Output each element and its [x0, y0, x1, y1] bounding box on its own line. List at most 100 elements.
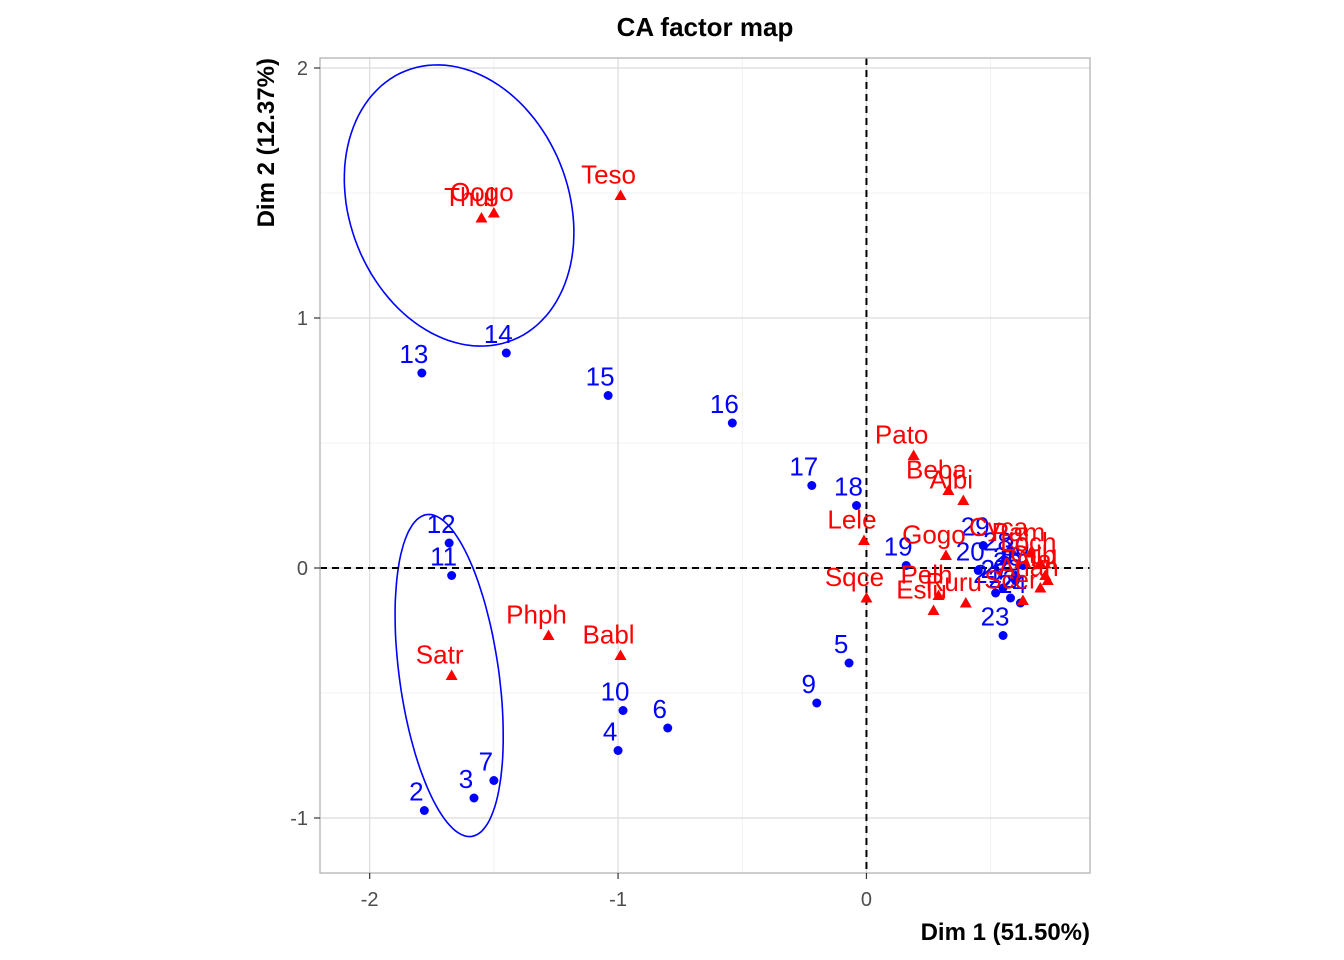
column-point — [959, 597, 972, 608]
row-point-label: 16 — [710, 389, 739, 419]
row-point-label: 17 — [789, 452, 818, 482]
row-point-label: 6 — [653, 694, 667, 724]
column-point — [857, 534, 870, 545]
x-tick-label: -2 — [361, 889, 379, 911]
column-point — [1034, 582, 1047, 593]
column-point-label: Ctlb — [1010, 540, 1056, 570]
column-point — [860, 592, 873, 603]
row-point-label: 18 — [834, 472, 863, 502]
column-point — [957, 494, 970, 505]
x-tick-label: -1 — [609, 889, 627, 911]
row-point — [852, 501, 862, 510]
row-point-label: 20 — [956, 537, 985, 567]
row-point-label: 3 — [459, 764, 473, 794]
row-point-label: 14 — [484, 319, 513, 349]
column-point-label: Lele — [827, 505, 876, 535]
column-point-label: Loch — [1000, 527, 1056, 557]
row-point-label: 2 — [409, 777, 423, 807]
column-point-label: Beba — [906, 455, 967, 485]
column-point-label: Cyca — [969, 512, 1029, 542]
y-tick-label: -1 — [290, 808, 308, 830]
row-point — [603, 391, 613, 400]
column-point — [614, 649, 627, 660]
row-point — [973, 566, 983, 575]
row-point-label: 29 — [961, 512, 990, 542]
column-point — [927, 604, 940, 615]
column-point — [614, 189, 627, 200]
column-point — [542, 629, 555, 640]
row-point-label: 12 — [427, 509, 456, 539]
row-point-label: 7 — [479, 747, 493, 777]
column-point-label: Pelh — [900, 560, 952, 590]
row-point — [998, 631, 1008, 640]
row-point-label: 28 — [983, 527, 1012, 557]
row-point-label: 13 — [399, 339, 428, 369]
row-point — [998, 583, 1008, 593]
column-point-label: Oogo — [450, 177, 514, 207]
column-point — [1004, 542, 1017, 553]
column-point-label: Teso — [581, 160, 636, 190]
column-point — [1024, 547, 1037, 558]
row-point — [618, 706, 628, 715]
column-point — [1039, 569, 1052, 580]
row-point-label: 25 — [993, 547, 1022, 577]
confidence-ellipse — [394, 513, 504, 838]
row-point-label: 26 — [993, 542, 1022, 572]
row-point — [991, 588, 1001, 598]
row-point-label: 15 — [586, 362, 615, 392]
row-point-label: 22 — [988, 564, 1017, 594]
row-point-label: 4 — [603, 717, 617, 747]
row-point — [419, 806, 429, 815]
row-point — [812, 698, 822, 708]
column-point-label: Thul — [444, 182, 495, 212]
x-tick-label: 0 — [861, 889, 872, 911]
column-point-label: Satr — [416, 640, 464, 670]
column-point-label: Anan — [998, 552, 1059, 582]
row-point-label: 19 — [884, 532, 913, 562]
row-point-label: 11 — [430, 542, 457, 572]
column-point — [942, 484, 955, 495]
row-point — [727, 418, 737, 428]
column-point-label: Pam — [992, 517, 1045, 547]
row-point — [807, 481, 817, 490]
row-point-label: 27 — [981, 554, 1010, 584]
column-point — [487, 207, 500, 218]
column-point-label: Pato — [875, 420, 929, 450]
column-point-label: Sqce — [825, 562, 884, 592]
column-point-label: Phph — [506, 600, 567, 630]
y-axis-label: Dim 2 (12.37%) — [253, 58, 280, 227]
column-point — [932, 589, 945, 600]
row-point — [663, 723, 673, 733]
row-point — [447, 571, 457, 580]
row-point-label: 10 — [601, 677, 630, 707]
row-point — [469, 793, 479, 803]
column-point-label: Scer — [984, 565, 1038, 595]
row-point-label: 24 — [998, 569, 1027, 599]
plot-panel-border — [319, 57, 1091, 874]
row-point-label: 21 — [973, 559, 1002, 589]
row-point — [1018, 561, 1028, 570]
grid — [320, 58, 1090, 873]
row-point — [1006, 593, 1016, 603]
column-point-label: Ruru — [926, 567, 982, 597]
y-tick-label: 1 — [297, 308, 308, 330]
column-point — [445, 669, 458, 680]
row-point — [844, 658, 854, 668]
y-tick-label: 2 — [297, 58, 308, 80]
row-point-label: 30 — [1000, 532, 1029, 562]
reference-lines — [320, 58, 1090, 873]
x-axis-label: Dim 1 (51.50%) — [921, 919, 1090, 946]
column-point-label: Eslu — [896, 575, 947, 605]
column-point-label: Babl — [583, 620, 635, 650]
row-point — [978, 541, 988, 550]
column-point — [939, 549, 952, 560]
row-point — [417, 368, 427, 378]
data-points — [417, 189, 1054, 815]
column-point-label: Alal — [1014, 545, 1057, 575]
column-point — [475, 212, 488, 223]
column-point — [1016, 594, 1029, 605]
column-point-label: Albi — [930, 465, 973, 495]
row-point-label: 9 — [802, 669, 816, 699]
